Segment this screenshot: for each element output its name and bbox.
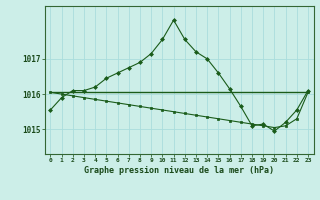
X-axis label: Graphe pression niveau de la mer (hPa): Graphe pression niveau de la mer (hPa) — [84, 166, 274, 175]
